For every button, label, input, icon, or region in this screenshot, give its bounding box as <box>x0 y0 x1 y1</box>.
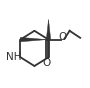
Text: O: O <box>43 58 51 68</box>
Polygon shape <box>46 19 51 40</box>
Text: O: O <box>58 32 67 42</box>
Polygon shape <box>20 37 47 42</box>
Text: NH: NH <box>6 52 22 62</box>
